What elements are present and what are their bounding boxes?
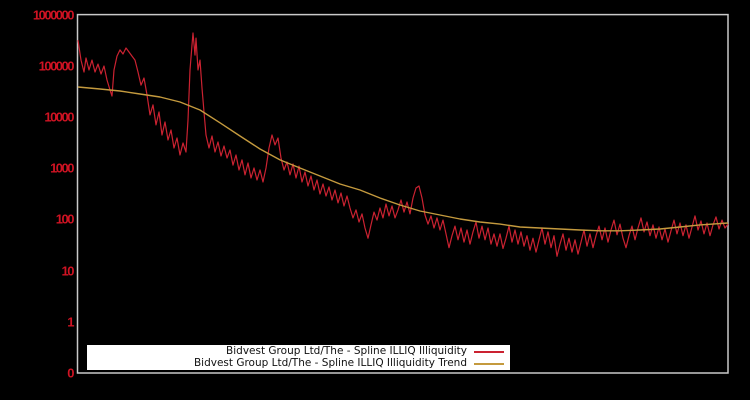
plot-border [76, 13, 729, 374]
y-tick-label: 100 [55, 211, 75, 227]
y-tick-label: 1000 [50, 160, 74, 176]
y-tick-label: 1 [67, 314, 74, 330]
legend-label-illiquidity: Bidvest Group Ltd/The - Spline ILLIQ Ill… [226, 345, 467, 358]
y-tick-label: 10000 [44, 109, 74, 125]
illiquidity-line [77, 32, 729, 257]
y-tick-label: 1000000 [32, 7, 75, 23]
legend-swatch-illiquidity-line [474, 350, 504, 353]
y-tick-label: 0 [67, 365, 74, 381]
legend-label-trend: Bidvest Group Ltd/The - Spline ILLIQ Ill… [193, 357, 467, 370]
trend-line [77, 86, 729, 232]
legend-item-trend: Bidvest Group Ltd/The - Spline ILLIQ Ill… [87, 358, 510, 369]
y-tick-label: 10 [61, 263, 75, 279]
legend-swatch-trend-line [474, 362, 504, 365]
legend: Bidvest Group Ltd/The - Spline ILLIQ Ill… [87, 345, 510, 370]
y-tick-label: 100000 [38, 58, 75, 74]
legend-item-illiquidity: Bidvest Group Ltd/The - Spline ILLIQ Ill… [87, 346, 510, 357]
